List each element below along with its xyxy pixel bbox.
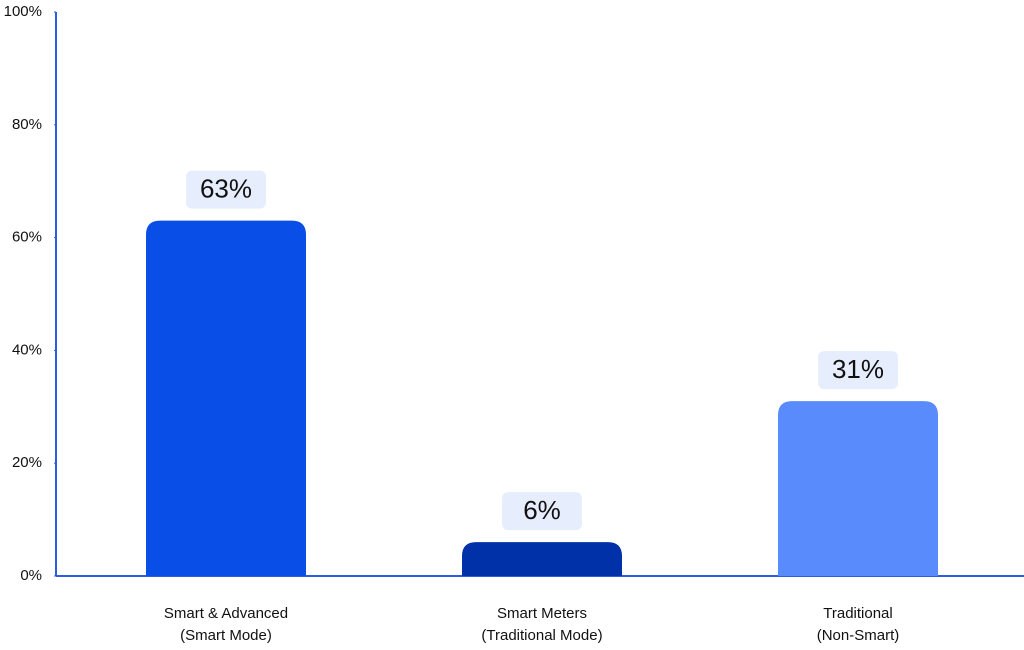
value-label-box — [502, 492, 582, 531]
x-tick-label: Traditional (Non-Smart) — [816, 605, 900, 644]
y-tick-label: 40% — [12, 341, 42, 358]
x-tick-label: Smart & Advanced (Smart Mode) — [163, 605, 289, 644]
y-tick-label: 60% — [12, 229, 42, 246]
value-label-box — [186, 170, 266, 209]
bar — [778, 401, 938, 576]
value-label: 31% — [818, 351, 898, 390]
bar — [462, 542, 622, 576]
value-label-text: 6% — [523, 495, 561, 525]
value-label-box — [818, 351, 898, 390]
value-label: 6% — [502, 492, 582, 531]
value-label-text: 31% — [832, 354, 884, 384]
y-tick-label: 100% — [4, 3, 42, 20]
x-tick-label: Smart Meters (Traditional Mode) — [481, 605, 603, 644]
y-tick-label: 20% — [12, 454, 42, 471]
bar — [146, 220, 306, 576]
value-label-text: 63% — [200, 174, 252, 204]
y-tick-label: 80% — [12, 116, 42, 133]
value-label: 63% — [186, 170, 266, 209]
y-tick-label: 0% — [20, 567, 42, 584]
